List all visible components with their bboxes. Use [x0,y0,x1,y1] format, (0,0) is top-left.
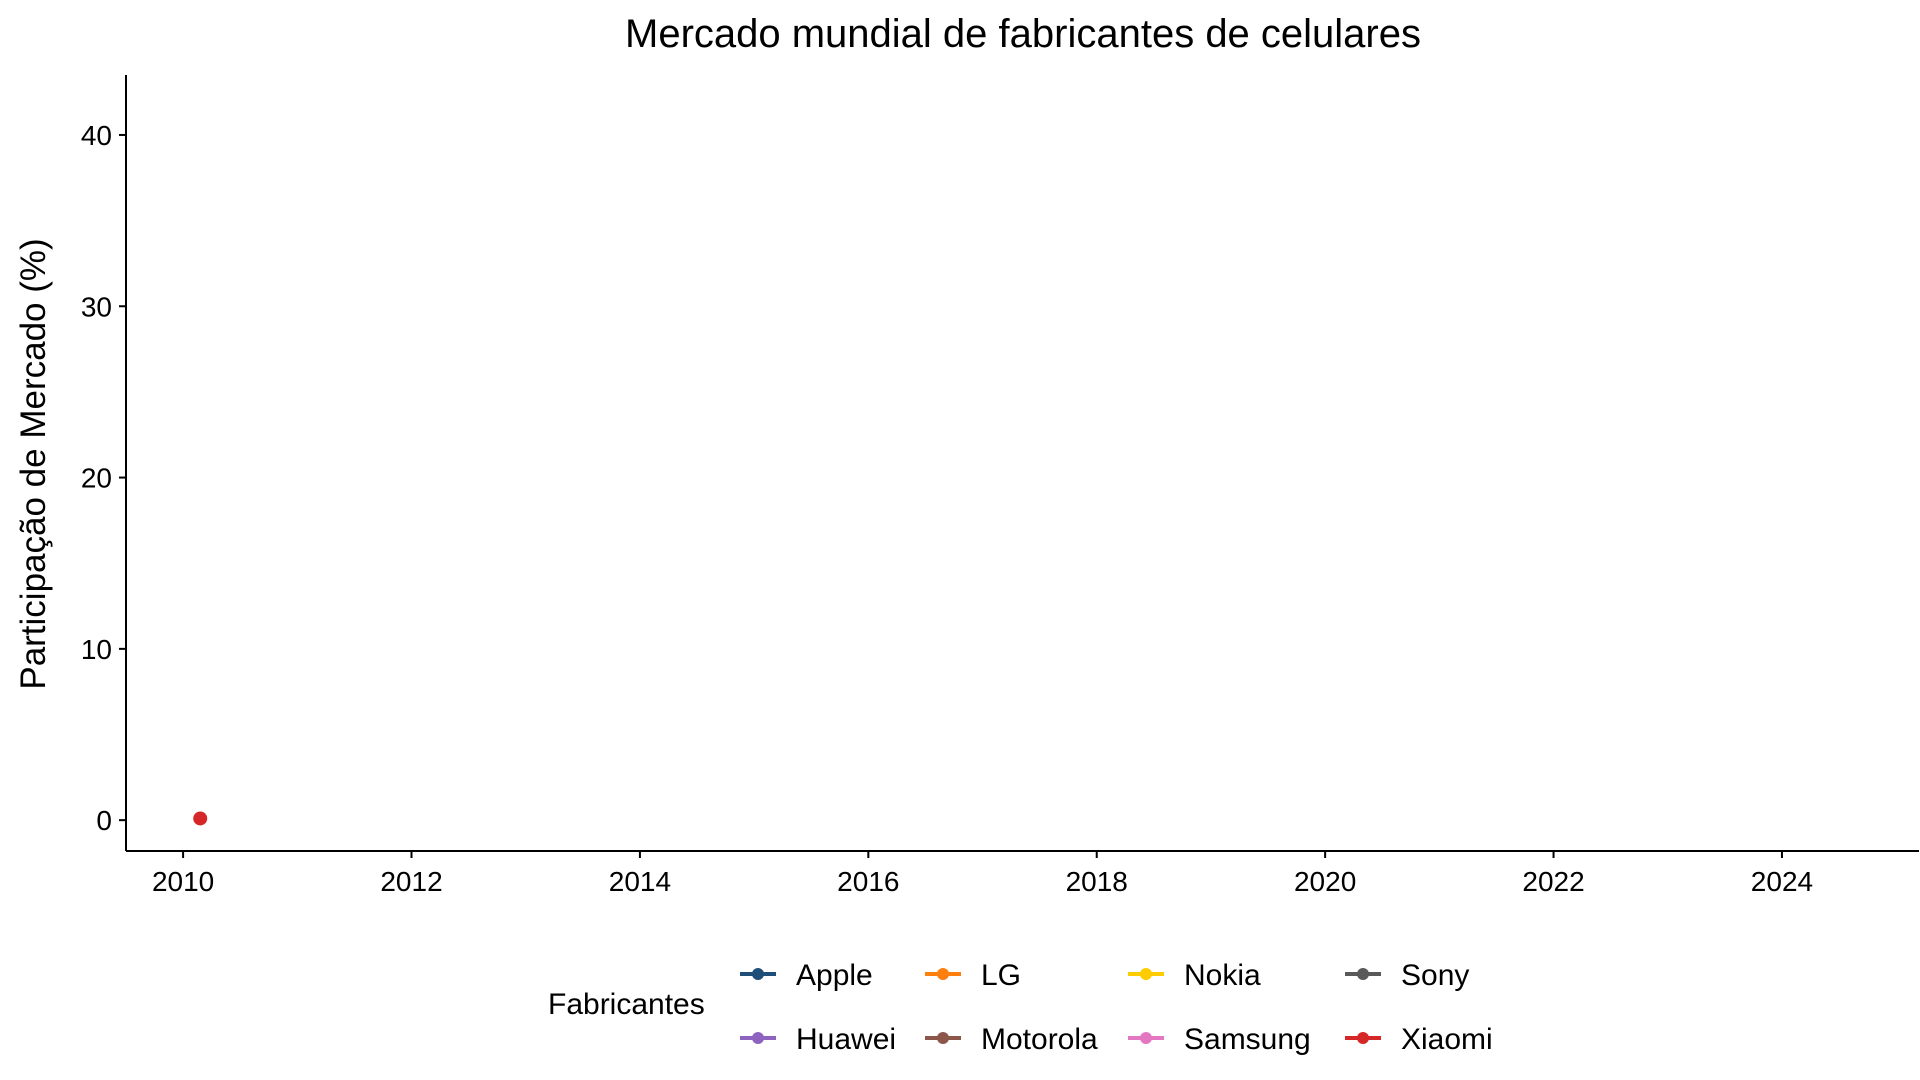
legend-item-apple: Apple [740,959,873,992]
legend-item-lg: LG [925,959,1021,992]
legend-key-point [937,968,949,980]
legend-title: Fabricantes [548,988,705,1021]
x-tick-label: 2022 [1522,866,1584,897]
x-tick-label: 2012 [380,866,442,897]
x-tick-label: 2018 [1066,866,1128,897]
legend-key-point [1357,1032,1369,1044]
legend-label: Huawei [796,1023,896,1056]
legend-item-huawei: Huawei [740,1023,896,1056]
legend-key-point [937,1032,949,1044]
legend-label: Sony [1401,959,1469,992]
x-tick-label: 2016 [837,866,899,897]
legend-label: LG [981,959,1021,992]
legend-key-point [1140,1032,1152,1044]
legend-item-samsung: Samsung [1128,1023,1311,1056]
y-tick-label: 20 [81,463,112,494]
data-point [193,811,208,826]
plot-area: 2010 2012 2014 2016 2018 2020 2022 2024 0 10 20 30… [81,75,1919,897]
legend-label: Nokia [1184,959,1261,992]
y-tick-label: 30 [81,291,112,322]
legend-key-point [1140,968,1152,980]
x-tick-label: 2010 [152,866,214,897]
legend-label: Xiaomi [1401,1023,1493,1056]
series-layer [193,811,208,826]
y-tick-label: 10 [81,634,112,665]
legend-items: Apple Huawei LG Motorola Nokia Samsung Sony Xia… [740,959,1493,1056]
legend-label: Samsung [1184,1023,1311,1056]
legend-item-motorola: Motorola [925,1023,1098,1056]
legend-key-point [1357,968,1369,980]
legend-key-point [752,968,764,980]
x-tick-label: 2014 [609,866,671,897]
legend: Fabricantes Apple Huawei LG Motorola Nokia Sa… [548,959,1493,1056]
y-tick-label: 0 [96,805,112,836]
legend-label: Motorola [981,1023,1098,1056]
series-xiaomi [193,811,208,826]
x-tick-label: 2024 [1751,866,1813,897]
legend-item-sony: Sony [1345,959,1469,992]
y-axis-ticks: 0 10 20 30 40 [81,120,126,836]
chart-title: Mercado mundial de fabricantes de celula… [625,12,1421,56]
legend-key-point [752,1032,764,1044]
legend-item-xiaomi: Xiaomi [1345,1023,1493,1056]
y-tick-label: 40 [81,120,112,151]
y-axis-title: Participação de Mercado (%) [14,238,53,689]
legend-label: Apple [796,959,873,992]
x-tick-label: 2020 [1294,866,1356,897]
x-axis-ticks: 2010 2012 2014 2016 2018 2020 2022 2024 [152,851,1813,897]
legend-item-nokia: Nokia [1128,959,1261,992]
